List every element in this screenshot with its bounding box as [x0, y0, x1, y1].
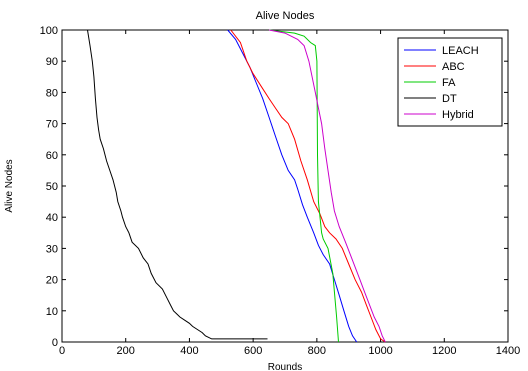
x-tick-label: 400 [180, 345, 198, 357]
legend-label: DT [442, 93, 457, 105]
x-axis-ticks: 0 200 400 600 800 1000 1200 1400 [59, 30, 520, 357]
y-tick-label: 0 [52, 337, 58, 349]
series-line-fa [269, 29, 339, 343]
chart-title: Alive Nodes [256, 10, 315, 22]
x-axis-label: Rounds [268, 362, 302, 371]
legend-label: ABC [442, 61, 465, 73]
x-tick-label: 200 [117, 345, 135, 357]
series-line-abc [230, 29, 386, 343]
y-tick-label: 10 [46, 306, 58, 318]
y-axis-ticks: 0 10 20 30 40 50 60 70 80 90 100 [40, 25, 508, 349]
x-tick-label: 1000 [368, 345, 392, 357]
x-tick-label: 800 [308, 345, 326, 357]
y-tick-label: 20 [46, 275, 58, 287]
y-tick-label: 70 [46, 119, 58, 131]
y-tick-label: 80 [46, 87, 58, 99]
y-tick-label: 50 [46, 181, 58, 193]
x-tick-label: 1400 [496, 345, 520, 357]
x-tick-label: 0 [59, 345, 65, 357]
series-line-hybrid [269, 29, 386, 343]
series-line-dt [87, 29, 268, 340]
y-tick-label: 40 [46, 212, 58, 224]
series-line-leach [227, 29, 358, 343]
legend: LEACH ABC FA DT Hybrid [397, 37, 503, 127]
y-tick-label: 90 [46, 56, 58, 68]
y-tick-label: 60 [46, 150, 58, 162]
y-tick-label: 100 [40, 25, 58, 37]
x-tick-label: 600 [244, 345, 262, 357]
series-lines [87, 29, 386, 343]
y-tick-label: 30 [46, 243, 58, 255]
legend-label: LEACH [442, 45, 479, 57]
y-axis-label: Alive Nodes [4, 159, 15, 212]
x-tick-label: 1200 [432, 345, 456, 357]
legend-label: FA [442, 77, 456, 89]
legend-label: Hybrid [442, 109, 474, 121]
